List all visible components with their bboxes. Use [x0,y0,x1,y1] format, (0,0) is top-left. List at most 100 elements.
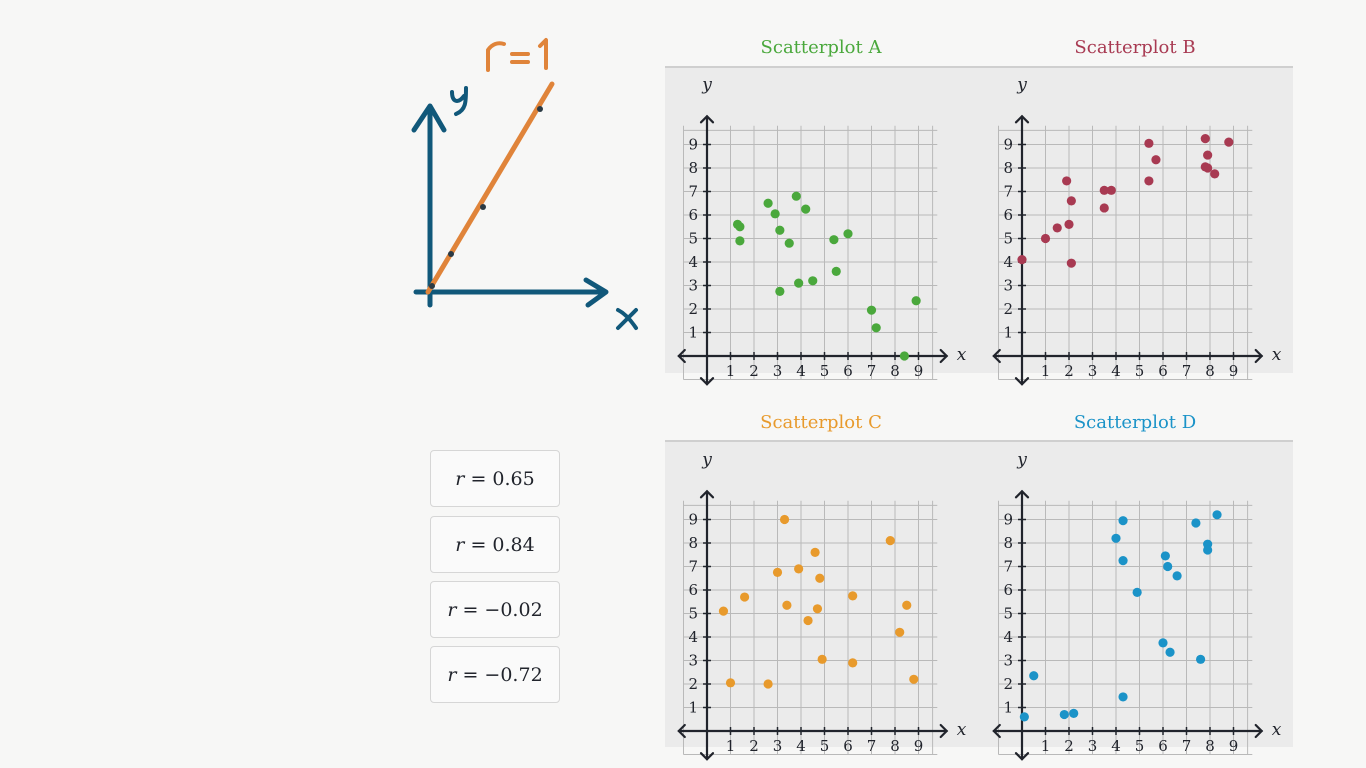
x-axis-arrowhead-left [677,723,686,739]
axes [992,489,1264,761]
data-point [1144,176,1154,186]
x-tick-label: 3 [1088,362,1098,380]
axes [677,489,949,761]
y-tick-label: 6 [688,206,698,224]
data-point [1052,223,1062,233]
data-point [1151,155,1161,165]
x-tick-label: 1 [1041,362,1051,380]
x-tick-label: 4 [796,362,806,380]
data-point [1144,138,1154,148]
x-tick-label: 4 [1111,362,1121,380]
x-axis-label: x [957,720,967,740]
data-point [779,514,790,525]
y-tick-label: 4 [688,253,698,271]
data-point [808,276,818,286]
x-tick-label: 3 [1088,737,1098,755]
r-symbol: r [455,467,465,490]
sketch-y-letter [450,86,468,116]
y-axis-arrowhead-down [1014,377,1030,386]
data-point [1059,709,1069,720]
y-tick-label: 9 [688,511,698,529]
y-tick-label: 6 [1003,581,1013,599]
x-tick-label: 4 [1111,737,1121,755]
r-value: = −0.72 [462,663,543,686]
y-tick-label: 9 [688,136,698,154]
x-axis-label: x [1272,720,1282,740]
x-tick-label: 3 [773,362,783,380]
x-tick-label: 9 [914,737,924,755]
y-axis-arrowhead-up [1014,489,1030,499]
x-tick-label: 2 [749,737,759,755]
sketch-x-letter [616,308,638,330]
x-tick-label: 9 [914,362,924,380]
y-tick-label: 1 [688,324,698,342]
r-card-4[interactable]: r = −0.72 [430,646,560,703]
r-card-1[interactable]: r = 0.65 [430,450,560,507]
y-tick-label: 5 [1003,605,1013,623]
y-tick-label: 8 [688,159,698,177]
y-tick-label: 5 [688,230,698,248]
y-tick-label: 7 [688,183,698,201]
x-tick-label: 6 [1158,362,1168,380]
x-tick-label: 5 [820,737,830,755]
data-point [899,351,909,361]
y-tick-label: 8 [1003,534,1013,552]
y-tick-label: 7 [688,558,698,576]
y-axis-arrowhead-down [1014,752,1030,761]
y-axis-arrowhead-down [699,377,715,386]
y-tick-label: 2 [1003,300,1013,318]
y-tick-label: 3 [688,652,698,670]
y-axis-arrowhead-up [699,489,715,499]
data-point [1203,163,1213,173]
bottom-charts-panel [665,440,1293,747]
data-point [911,296,921,306]
data-point [1191,518,1201,528]
sketch-r-label [486,38,548,72]
data-point [772,567,783,577]
y-axis-arrowhead-up [699,114,715,124]
chart-title-a: Scatterplot A [760,37,882,58]
data-point [815,573,825,583]
x-tick-label: 4 [796,737,806,755]
data-point [782,600,792,610]
y-tick-label: 1 [1003,324,1013,342]
x-tick-label: 5 [820,362,830,380]
data-point [1066,196,1076,206]
grid [683,125,938,380]
data-point [909,674,919,684]
y-tick-label: 5 [688,605,698,623]
y-tick-label: 1 [688,699,698,717]
r-card-3[interactable]: r = −0.02 [430,581,560,638]
axes [992,114,1264,386]
data-point [1203,545,1213,555]
sketch-data-points [429,106,543,289]
x-axis-arrowhead-right [1254,723,1264,739]
x-tick-label: 9 [1229,362,1239,380]
x-tick-label: 8 [890,362,900,380]
data-point [1212,510,1222,520]
x-tick-label: 8 [890,737,900,755]
x-tick-label: 7 [1182,737,1192,755]
data-point [725,678,736,688]
x-tick-label: 7 [867,737,877,755]
data-point [1029,671,1039,681]
y-axis-label: y [701,75,712,95]
y-tick-label: 6 [688,581,698,599]
data-point [1099,185,1109,195]
data-point [885,536,895,546]
y-axis-label: y [1016,75,1027,95]
chart-title-d: Scatterplot D [1073,412,1197,433]
r-symbol: r [455,533,465,556]
data-point [1064,219,1074,229]
data-point [1017,255,1027,265]
r-card-2[interactable]: r = 0.84 [430,516,560,573]
data-point [791,191,801,201]
y-tick-label: 2 [1003,675,1013,693]
y-tick-label: 4 [1003,253,1013,271]
y-tick-label: 7 [1003,183,1013,201]
data-point [1118,556,1128,566]
data-point [843,229,853,239]
x-tick-label: 9 [1229,737,1239,755]
chart-title-b: Scatterplot B [1074,37,1196,58]
